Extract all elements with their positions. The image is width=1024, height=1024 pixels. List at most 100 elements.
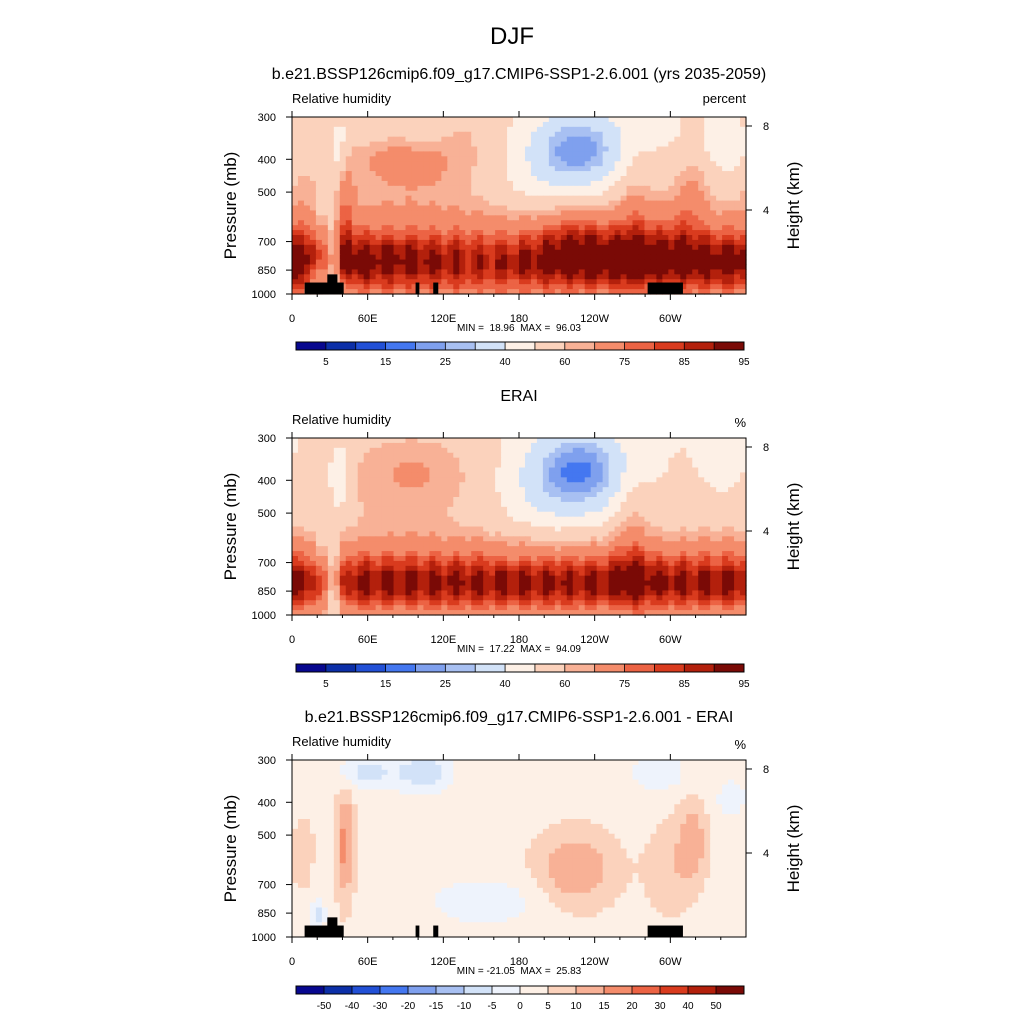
field-cell bbox=[381, 472, 389, 478]
field-cell bbox=[728, 487, 735, 493]
field-cell bbox=[297, 156, 305, 162]
field-cell bbox=[405, 171, 413, 177]
field-cell bbox=[674, 467, 681, 474]
field-cell bbox=[572, 497, 580, 503]
field-cell bbox=[327, 254, 335, 261]
field-cell bbox=[728, 570, 735, 577]
field-cell bbox=[441, 551, 448, 557]
field-cell bbox=[674, 205, 681, 212]
field-cell bbox=[429, 244, 436, 251]
field-cell bbox=[447, 117, 454, 123]
field-cell bbox=[596, 220, 604, 226]
field-cell bbox=[584, 264, 592, 271]
field-cell bbox=[429, 220, 436, 226]
field-cell bbox=[471, 166, 478, 172]
field-cell bbox=[405, 506, 413, 513]
field-cell bbox=[722, 235, 729, 241]
field-cell bbox=[303, 492, 311, 498]
field-cell bbox=[429, 536, 436, 542]
field-cell bbox=[519, 205, 526, 212]
field-cell bbox=[507, 521, 514, 528]
field-cell bbox=[477, 477, 484, 483]
field-cell bbox=[393, 442, 401, 449]
field-cell bbox=[644, 477, 652, 483]
field-cell bbox=[548, 442, 556, 449]
field-cell bbox=[668, 452, 675, 459]
field-cell bbox=[303, 462, 311, 469]
field-cell bbox=[483, 195, 490, 202]
field-cell bbox=[333, 200, 341, 207]
field-cell bbox=[519, 117, 526, 123]
field-cell bbox=[710, 166, 717, 172]
field-cell bbox=[303, 185, 311, 192]
field-cell bbox=[650, 560, 657, 567]
field-cell bbox=[351, 462, 359, 469]
field-cell bbox=[375, 176, 383, 182]
field-cell bbox=[560, 541, 568, 547]
y-tick-label: 700 bbox=[258, 237, 276, 249]
field-cell bbox=[453, 487, 460, 493]
field-cell bbox=[620, 467, 628, 474]
field-cell bbox=[447, 190, 454, 197]
field-cell bbox=[453, 136, 460, 143]
field-cell bbox=[596, 274, 604, 280]
field-cell bbox=[333, 205, 341, 212]
field-cell bbox=[471, 536, 478, 542]
field-cell bbox=[728, 279, 735, 285]
field-cell bbox=[716, 230, 723, 236]
field-cell bbox=[542, 565, 550, 572]
field-cell bbox=[554, 117, 562, 123]
field-cell bbox=[602, 166, 610, 172]
field-cell bbox=[680, 131, 687, 138]
field-cell bbox=[680, 244, 687, 251]
field-cell bbox=[459, 269, 466, 275]
field-cell bbox=[477, 254, 484, 261]
field-cell bbox=[590, 442, 598, 449]
field-cell bbox=[501, 239, 508, 246]
field-cell bbox=[536, 472, 544, 478]
field-cell bbox=[303, 531, 311, 537]
field-cell bbox=[429, 541, 436, 547]
field-cell bbox=[686, 565, 693, 572]
field-cell bbox=[692, 472, 699, 478]
colorbar-swatch bbox=[624, 342, 655, 350]
field-cell bbox=[590, 531, 598, 537]
field-cell bbox=[668, 195, 675, 202]
field-cell bbox=[674, 487, 681, 493]
field-cell bbox=[381, 556, 389, 562]
field-cell bbox=[381, 205, 389, 212]
field-cell bbox=[339, 131, 347, 138]
field-cell bbox=[632, 121, 640, 128]
field-cell bbox=[554, 195, 562, 202]
field-cell bbox=[292, 190, 299, 197]
field-cell bbox=[734, 506, 741, 513]
field-cell bbox=[608, 141, 616, 148]
field-cell bbox=[351, 195, 359, 202]
field-cell bbox=[351, 146, 359, 153]
field-cell bbox=[513, 467, 520, 474]
field-cell bbox=[309, 190, 317, 197]
field-cell bbox=[530, 536, 538, 542]
field-cell bbox=[584, 141, 592, 148]
field-cell bbox=[315, 462, 323, 469]
field-cell bbox=[710, 136, 717, 143]
field-cell bbox=[369, 259, 377, 266]
field-cell bbox=[698, 516, 705, 523]
field-cell bbox=[423, 239, 430, 246]
field-cell bbox=[590, 497, 598, 503]
field-cell bbox=[524, 462, 532, 469]
field-cell bbox=[447, 259, 454, 266]
field-cell bbox=[441, 284, 448, 290]
field-cell bbox=[351, 551, 359, 557]
field-cell bbox=[536, 487, 544, 493]
field-cell bbox=[495, 492, 502, 498]
field-cell bbox=[656, 239, 663, 246]
field-cell bbox=[369, 492, 377, 498]
field-cell bbox=[692, 121, 699, 128]
field-cell bbox=[566, 289, 574, 295]
field-cell bbox=[375, 225, 383, 231]
field-cell bbox=[477, 447, 484, 454]
field-cell bbox=[722, 215, 729, 221]
field-cell bbox=[692, 185, 699, 192]
field-cell bbox=[656, 467, 663, 474]
